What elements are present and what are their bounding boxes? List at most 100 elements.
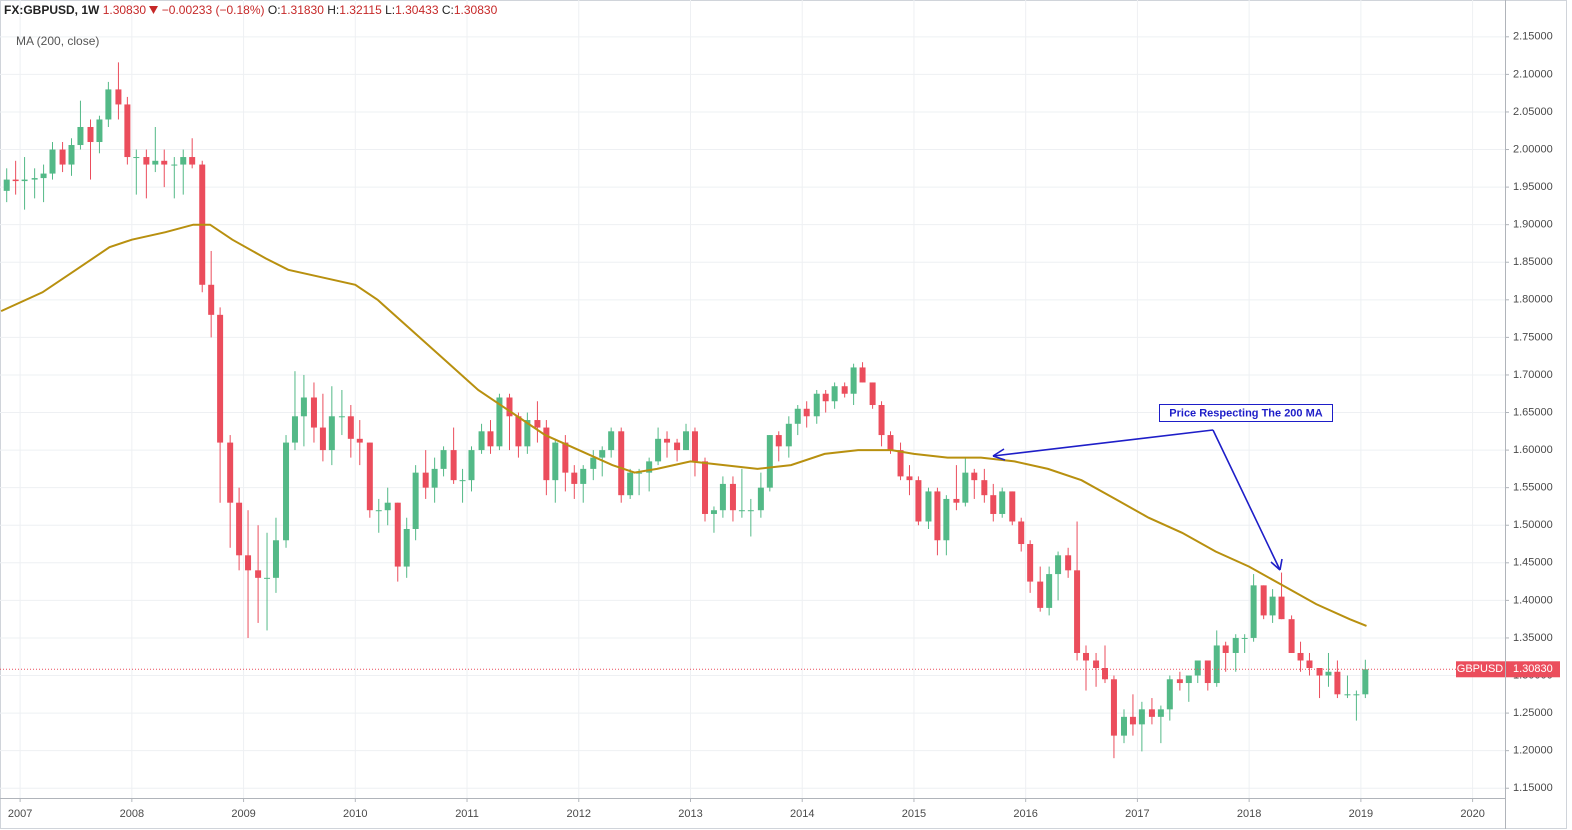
candle-body (738, 510, 745, 512)
candle-body (310, 397, 317, 428)
candle-body (68, 145, 75, 165)
candle-body (227, 442, 234, 503)
candle-body (1009, 491, 1016, 522)
candle-body (152, 160, 159, 165)
candle-body (831, 386, 838, 402)
candle-body (943, 498, 950, 541)
candle-body (255, 570, 262, 578)
y-tick-label: 1.55000 (1513, 482, 1553, 494)
candle-body (124, 104, 131, 158)
candle-body (245, 555, 252, 571)
candle-body (1121, 716, 1128, 736)
candle-body (12, 179, 19, 182)
candle-body (3, 179, 10, 191)
candle-body (934, 491, 941, 541)
ma-line (0, 223, 1367, 627)
y-tick-label: 1.60000 (1513, 444, 1553, 456)
candle-body (1362, 669, 1369, 695)
candle-body (487, 431, 494, 447)
candle-body (552, 442, 559, 481)
candle-body (272, 540, 279, 578)
candle-body (775, 435, 782, 447)
candle-body (180, 157, 187, 165)
candle-body (133, 157, 140, 159)
y-tick-label: 2.00000 (1513, 143, 1553, 155)
candle-body (627, 472, 634, 496)
candle-body (962, 472, 969, 503)
candle-body (384, 502, 391, 511)
candle-body (143, 157, 150, 165)
candle-body (366, 442, 373, 511)
candle-body (1093, 660, 1100, 669)
y-tick-label: 1.70000 (1513, 369, 1553, 381)
y-tick-label: 1.20000 (1513, 745, 1553, 757)
candle-body (636, 472, 643, 474)
candle-body (375, 510, 382, 512)
candle-body (1018, 521, 1025, 545)
last-price-bg (1506, 661, 1560, 678)
candle-body (77, 126, 84, 146)
candle-body (1148, 709, 1155, 717)
down-arrow (149, 6, 159, 14)
y-tick-label: 1.45000 (1513, 557, 1553, 569)
legend: MA (200, close) (16, 34, 99, 48)
candle-body (1316, 668, 1323, 676)
candle-body (356, 438, 363, 443)
x-tick-label: 2010 (343, 808, 367, 820)
candle-body (990, 495, 997, 514)
candle-body (31, 178, 38, 180)
candle-body (906, 476, 913, 481)
candle-body (841, 386, 848, 394)
y-tick-label: 1.90000 (1513, 219, 1553, 231)
candle-body (1222, 645, 1229, 653)
candle-body (524, 420, 531, 447)
arrow-heads (992, 448, 1283, 571)
candle-body (608, 431, 615, 451)
field-label: O: (267, 3, 281, 17)
series (0, 62, 1456, 759)
field-value: 1.32115 (339, 3, 382, 17)
candle-body (1074, 570, 1081, 653)
candle-body (450, 450, 457, 481)
candle-body (291, 416, 298, 443)
candle-body (887, 435, 894, 451)
candle-body (1027, 544, 1034, 582)
candle-body (21, 179, 28, 182)
x-tick-label: 2007 (8, 808, 32, 820)
x-tick-label: 2014 (790, 808, 814, 820)
candle-body (431, 468, 438, 488)
candle-body (40, 173, 47, 179)
candle-body (1232, 637, 1239, 653)
candle-body (1185, 675, 1192, 684)
y-tick-label: 1.65000 (1513, 406, 1553, 418)
x-tick-label: 2019 (1349, 808, 1373, 820)
candle-body (1157, 709, 1164, 717)
symbol-label-bg (1456, 661, 1505, 678)
candle-body (534, 420, 541, 428)
candle-body (599, 450, 606, 458)
candle-body (171, 164, 178, 166)
candle-body (347, 416, 354, 439)
candle-body (757, 487, 764, 511)
candle-body (1325, 671, 1332, 676)
candle-body (283, 442, 290, 541)
candle-body (1306, 660, 1313, 669)
candle-body (1102, 668, 1109, 680)
candle-body (1065, 555, 1072, 571)
candle-body (702, 461, 709, 514)
ohlc-fields: O:1.31830 H:1.32115 L:1.30433 C:1.30830 (268, 3, 497, 17)
price: 1.30830 (102, 3, 147, 17)
candle-body (189, 157, 196, 165)
candle-body (1288, 619, 1295, 653)
field-label: L: (385, 3, 396, 17)
candle-body (478, 431, 485, 451)
y-tick-label: 2.15000 (1513, 31, 1553, 43)
annotation-box (1159, 404, 1333, 422)
candle-body (1353, 694, 1360, 696)
x-tick-label: 2015 (902, 808, 926, 820)
candle-body (562, 442, 569, 473)
y-tick-label: 1.25000 (1513, 707, 1553, 719)
x-tick-label: 2008 (120, 808, 144, 820)
candle-body (580, 468, 587, 484)
field-value: 1.30830 (453, 3, 498, 17)
